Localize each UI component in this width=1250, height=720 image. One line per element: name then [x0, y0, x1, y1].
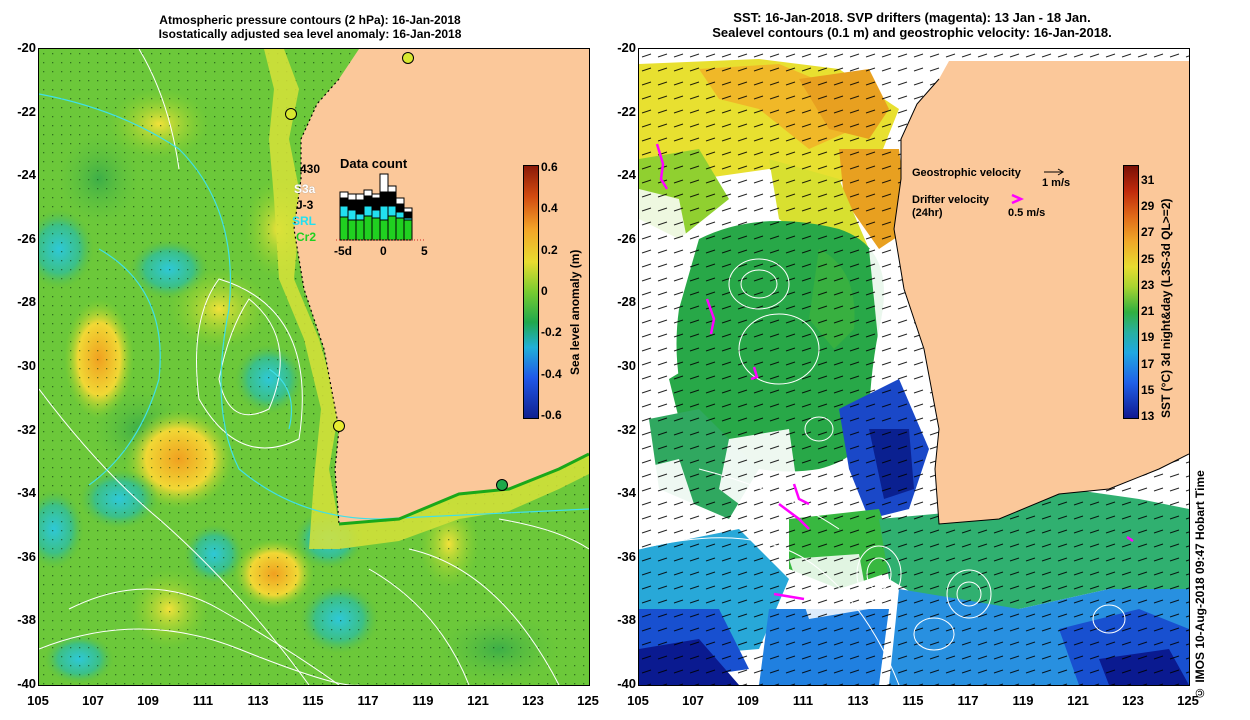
hist-tick-5: 5 — [421, 244, 428, 258]
data-count-histogram — [336, 173, 426, 241]
lat-tick: -26 — [17, 230, 36, 246]
data-count-max: 430 — [300, 162, 321, 176]
colorbar-tick: -0.6 — [541, 408, 562, 422]
colorbar-tick: 0.2 — [541, 242, 558, 257]
left-title: Atmospheric pressure contours (2 hPa): 1… — [150, 13, 470, 41]
lon-tick: 123 — [522, 693, 544, 708]
lon-tick: 113 — [247, 693, 269, 708]
lat-tick: -32 — [617, 421, 636, 437]
colorbar-tick: 15 — [1141, 382, 1155, 397]
lon-tick: 107 — [682, 693, 704, 708]
legend-cr2: Cr2 — [296, 230, 317, 244]
lon-tick: 117 — [357, 693, 379, 708]
lon-tick: 109 — [137, 693, 159, 708]
colorbar-tick: 25 — [1141, 251, 1155, 266]
data-count-title: Data count — [340, 156, 408, 171]
lat-tick: -34 — [617, 485, 636, 501]
sst-colorbar — [1123, 165, 1139, 419]
hist-tick-0: 0 — [380, 244, 387, 258]
lat-tick: -20 — [617, 40, 636, 55]
geostrophic-velocity-label: Geostrophic velocity — [912, 167, 1021, 179]
right-title-line2: Sealevel contours (0.1 m) and geostrophi… — [712, 25, 1112, 40]
lat-tick: -36 — [617, 548, 636, 564]
drifter-arrow-icon — [1011, 193, 1024, 205]
imos-credit: © IMOS 10-Aug-2018 09:47 Hobart Time — [1193, 470, 1207, 700]
sea-level-map-svg — [39, 49, 589, 685]
right-title-line1: SST: 16-Jan-2018. SVP drifters (magenta)… — [733, 10, 1091, 25]
colorbar-tick: 17 — [1141, 356, 1155, 371]
sst-map[interactable] — [638, 48, 1190, 686]
colorbar-tick: 19 — [1141, 330, 1155, 345]
lon-tick: 111 — [192, 693, 214, 708]
lat-tick: -22 — [17, 103, 36, 119]
lon-tick: 125 — [577, 693, 599, 708]
lat-tick: -40 — [17, 676, 36, 691]
lon-tick: 119 — [1012, 693, 1034, 708]
lon-tick: 121 — [1067, 693, 1089, 708]
lon-tick: 105 — [627, 693, 649, 708]
lon-tick: 113 — [847, 693, 869, 708]
lat-tick: -28 — [17, 294, 36, 310]
lat-tick: -24 — [617, 167, 636, 183]
lat-tick: -30 — [617, 358, 636, 373]
legend-srl: SRL — [292, 214, 316, 228]
legend-j3: J-3 — [296, 198, 314, 212]
drifter-velocity-value: 0.5 m/s — [1008, 207, 1046, 219]
lat-tick: -38 — [17, 612, 36, 628]
drifter-velocity-sub: (24hr) — [912, 207, 943, 219]
lat-tick: -40 — [617, 676, 636, 691]
lon-tick: 111 — [792, 693, 814, 708]
left-title-line2: Isostatically adjusted sea level anomaly… — [158, 27, 462, 41]
colorbar-tick: 0 — [541, 284, 548, 298]
lat-tick: -26 — [617, 230, 636, 246]
lon-tick: 115 — [902, 693, 924, 708]
colorbar-tick: -0.4 — [541, 366, 562, 381]
lon-tick: 109 — [737, 693, 759, 708]
velocity-legend: Geostrophic velocity 1 m/s Drifter veloc… — [912, 167, 1112, 227]
lat-tick: -30 — [17, 358, 36, 373]
drifter-velocity-label: Drifter velocity — [912, 194, 990, 206]
lon-tick: 123 — [1122, 693, 1144, 708]
lat-tick: -22 — [617, 103, 636, 119]
lat-tick: -28 — [617, 294, 636, 310]
legend-s3a: S3a — [294, 182, 316, 196]
lon-tick: 115 — [302, 693, 324, 708]
colorbar-tick: 23 — [1141, 277, 1155, 292]
left-title-line1: Atmospheric pressure contours (2 hPa): 1… — [159, 13, 461, 27]
data-count-inset: 430 Data count S3a J-3 SRL Cr2 -5d 0 5 — [286, 152, 446, 262]
lon-tick: 119 — [412, 693, 434, 708]
colorbar-tick: 0.6 — [541, 160, 558, 174]
lat-tick: -34 — [17, 485, 36, 501]
lon-tick: 125 — [1177, 693, 1199, 708]
lat-tick: -38 — [617, 612, 636, 628]
sea-level-colorbar-label: Sea level anomaly (m) — [568, 249, 582, 375]
colorbar-tick: -0.2 — [541, 325, 562, 340]
right-title: SST: 16-Jan-2018. SVP drifters (magenta)… — [662, 10, 1162, 40]
lon-tick: 105 — [27, 693, 49, 708]
sea-level-colorbar — [523, 165, 539, 419]
lat-tick: -24 — [17, 167, 36, 183]
lat-tick: -36 — [17, 548, 36, 564]
colorbar-tick: 21 — [1141, 304, 1155, 319]
colorbar-tick: 27 — [1141, 225, 1155, 240]
lat-tick: -32 — [17, 421, 36, 437]
lon-tick: 117 — [957, 693, 979, 708]
colorbar-tick: 0.4 — [541, 201, 558, 216]
colorbar-tick: 13 — [1141, 409, 1155, 423]
colorbar-tick: 29 — [1141, 199, 1155, 214]
lon-tick: 121 — [467, 693, 489, 708]
sst-map-svg — [639, 49, 1189, 685]
geostrophic-arrow-icon — [1044, 168, 1064, 176]
sst-colorbar-label: SST (°C) 3d night&day (L3S-3d QL>=2) — [1159, 198, 1173, 419]
sea-level-map[interactable] — [38, 48, 590, 686]
hist-tick-m5: -5d — [334, 244, 352, 258]
lat-tick: -20 — [17, 40, 36, 55]
colorbar-tick: 31 — [1141, 173, 1155, 187]
geostrophic-velocity-value: 1 m/s — [1042, 177, 1071, 189]
lon-tick: 107 — [82, 693, 104, 708]
